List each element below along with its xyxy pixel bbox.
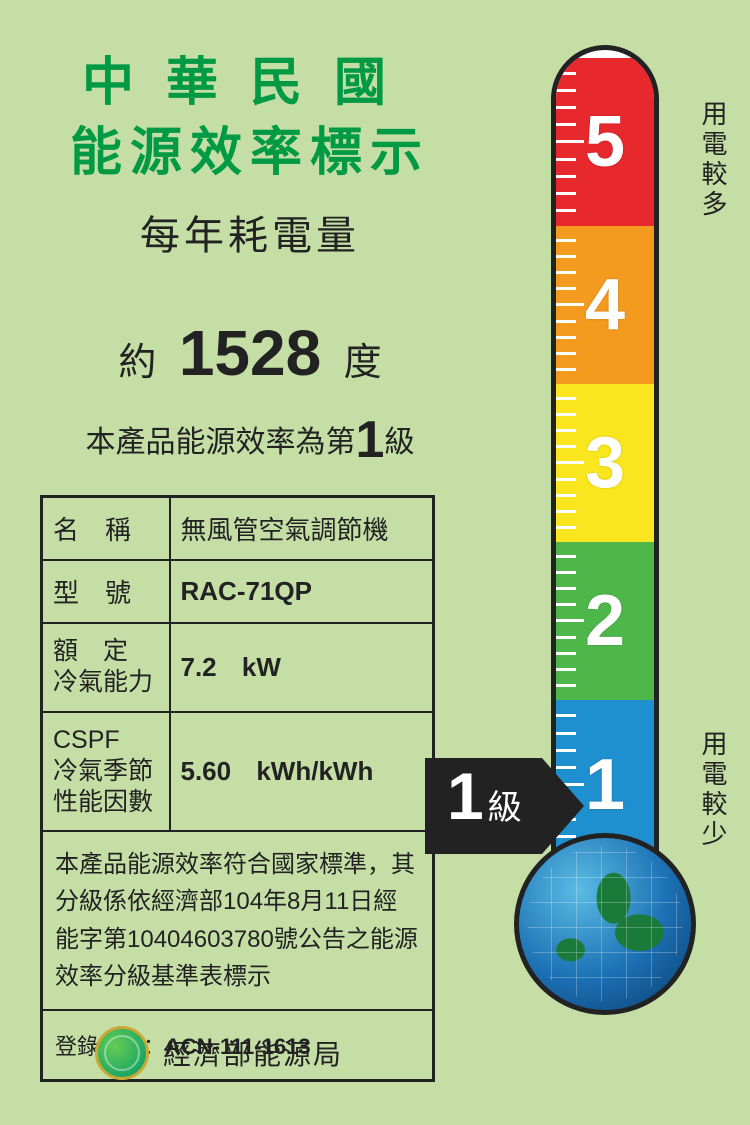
capacity-unit: kW	[242, 652, 281, 682]
segment-number: 4	[585, 264, 625, 346]
capacity-value: 7.2	[181, 652, 217, 682]
grade-number: 1	[356, 411, 385, 469]
tick-marks	[556, 542, 580, 700]
cspf-value-cell: 5.60 kWh/kWh	[170, 712, 434, 832]
pointer-arrow-icon	[542, 758, 584, 854]
grade-pointer: 1 級	[425, 758, 584, 854]
capacity-label: 額 定冷氣能力	[42, 623, 170, 712]
country-title: 中華民國	[40, 40, 460, 115]
name-value: 無風管空氣調節機	[170, 497, 434, 561]
annual-consumption-label: 每年耗電量	[40, 203, 460, 261]
boe-logo-icon	[95, 1026, 149, 1080]
label-title: 能源效率標示	[40, 110, 460, 185]
consumption-about: 約	[118, 331, 156, 386]
segment-number: 2	[585, 580, 625, 662]
consumption-value: 1528	[179, 316, 321, 390]
more-electricity-label: 用電較多	[695, 100, 732, 220]
pointer-number: 1	[447, 758, 484, 834]
cspf-label: CSPF冷氣季節性能因數	[42, 712, 170, 832]
consumption-unit: 度	[344, 331, 382, 386]
segment-number: 1	[585, 744, 625, 826]
consumption-row: 約 1528 度	[40, 316, 460, 390]
capacity-value-cell: 7.2 kW	[170, 623, 434, 712]
thermometer-segment-2: 2	[556, 542, 654, 700]
efficiency-thermometer: 5 4 3 2 1	[535, 45, 675, 1015]
thermometer-tube: 5 4 3 2 1	[551, 45, 659, 865]
grade-suffix: 級	[384, 426, 414, 459]
grade-statement: 本產品能源效率為第1級	[40, 410, 460, 470]
pointer-unit: 級	[488, 780, 522, 829]
agency-name: 經濟部能源局	[163, 1033, 343, 1073]
name-label: 名 稱	[42, 497, 170, 561]
model-value: RAC-71QP	[170, 560, 434, 623]
thermometer-segment-5: 5	[556, 58, 654, 226]
compliance-description: 本產品能源效率符合國家標準，其分級係依經濟部104年8月11日經能字第10404…	[42, 831, 434, 1010]
cspf-unit: kWh/kWh	[256, 756, 373, 786]
globe-icon	[514, 833, 696, 1015]
model-label: 型 號	[42, 560, 170, 623]
segment-number: 3	[585, 422, 625, 504]
footer: 經濟部能源局	[95, 1026, 343, 1080]
tick-marks	[556, 226, 580, 384]
grade-prefix: 本產品能源效率為第	[86, 426, 356, 459]
tick-marks	[556, 384, 580, 542]
less-electricity-label: 用電較少	[695, 730, 732, 850]
spec-table: 名 稱 無風管空氣調節機 型 號 RAC-71QP 額 定冷氣能力 7.2 kW…	[40, 495, 435, 1082]
thermometer-segment-4: 4	[556, 226, 654, 384]
cspf-value: 5.60	[181, 756, 232, 786]
thermometer-segment-3: 3	[556, 384, 654, 542]
tick-marks	[556, 58, 580, 226]
segment-number: 5	[585, 101, 625, 183]
